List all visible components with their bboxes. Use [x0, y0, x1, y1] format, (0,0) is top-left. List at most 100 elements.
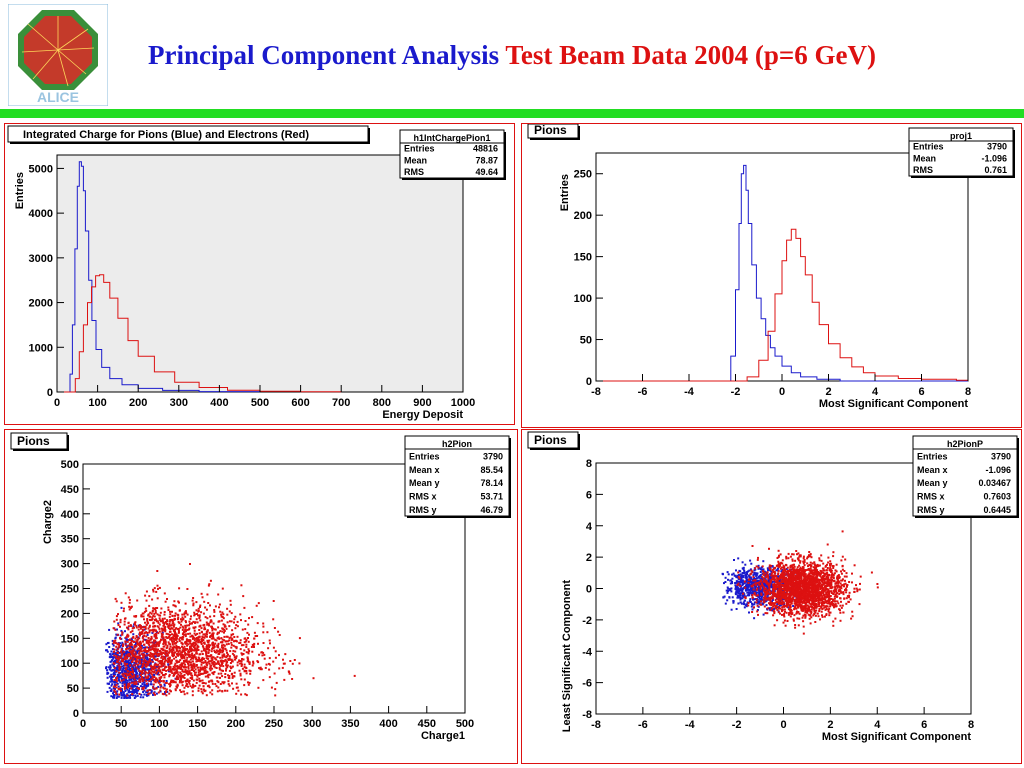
- scatter-point-red: [156, 620, 159, 623]
- scatter-point-red: [148, 692, 151, 695]
- scatter-point-red: [184, 611, 187, 614]
- scatter-point-blue: [125, 675, 128, 678]
- scatter-point-red: [142, 640, 144, 643]
- scatter-point-blue: [737, 557, 740, 560]
- scatter-point-red: [202, 646, 205, 649]
- scatter-point-red: [150, 618, 153, 621]
- scatter-point-red: [192, 626, 195, 629]
- scatter-point-red: [160, 680, 163, 683]
- scatter-point-red: [282, 658, 284, 661]
- scatter-point-red: [208, 631, 211, 634]
- scatter-point-red: [253, 637, 256, 640]
- scatter-point-red: [129, 631, 132, 634]
- scatter-point-red: [165, 669, 168, 672]
- scatter-point-red: [189, 645, 191, 648]
- scatter-point-red: [205, 653, 208, 655]
- scatter-point-blue: [154, 641, 157, 644]
- scatter-point-red: [202, 672, 205, 675]
- scatter-point-red: [744, 586, 747, 589]
- scatter-point-red: [126, 685, 129, 688]
- scatter-point-red: [142, 638, 145, 641]
- scatter-point-red: [215, 662, 218, 665]
- scatter-point-red: [186, 624, 189, 627]
- scatter-point-red: [159, 683, 162, 686]
- scatter-point-red: [160, 656, 163, 659]
- scatter-point-red: [816, 612, 819, 615]
- scatter-point-blue: [120, 606, 123, 609]
- scatter-point-red: [197, 638, 200, 641]
- scatter-point-red: [134, 655, 137, 658]
- scatter-point-red: [153, 688, 156, 691]
- scatter-point-red: [222, 623, 225, 626]
- scatter-point-red: [154, 680, 157, 682]
- scatter-point-red: [173, 600, 176, 603]
- scatter-point-blue: [112, 644, 115, 647]
- scatter-point-blue: [119, 688, 122, 691]
- scatter-point-red: [809, 587, 812, 590]
- scatter-point-red: [191, 637, 194, 640]
- scatter-point-blue: [726, 599, 729, 602]
- scatter-point-red: [773, 595, 776, 598]
- scatter-point-red: [113, 667, 116, 670]
- scatter-point-red: [194, 644, 196, 647]
- scatter-point-red: [170, 637, 173, 640]
- scatter-point-red: [174, 672, 177, 675]
- scatter-point-blue: [106, 642, 109, 644]
- scatter-point-red: [797, 559, 800, 562]
- scatter-point-blue: [150, 690, 153, 693]
- scatter-point-red: [196, 648, 199, 651]
- scatter-point-red: [139, 661, 141, 664]
- scatter-point-red: [186, 678, 189, 681]
- scatter-point-red: [225, 635, 228, 638]
- scatter-point-red: [152, 622, 155, 625]
- stats-key: RMS x: [409, 492, 437, 502]
- scatter-point-red: [228, 655, 231, 658]
- scatter-point-red: [223, 653, 226, 656]
- scatter-point-red: [236, 635, 239, 638]
- scatter-point-red: [213, 610, 216, 613]
- scatter-point-red: [222, 643, 225, 646]
- scatter-point-blue: [111, 653, 114, 656]
- scatter-point-red: [189, 677, 192, 679]
- scatter-point-red: [194, 673, 196, 676]
- scatter-point-red: [789, 612, 792, 615]
- scatter-point-red: [234, 650, 237, 653]
- scatter-point-red: [173, 629, 176, 631]
- scatter-point-blue: [140, 664, 143, 667]
- scatter-point-red: [234, 627, 237, 630]
- scatter-point-blue: [132, 685, 135, 688]
- scatter-point-red: [160, 651, 163, 654]
- scatter-point-blue: [134, 670, 137, 673]
- scatter-point-red: [220, 615, 223, 618]
- x-tick-label: -8: [591, 386, 601, 398]
- scatter-point-red: [353, 674, 356, 677]
- scatter-point-red: [207, 655, 210, 658]
- scatter-point-red: [211, 633, 214, 636]
- scatter-point-red: [167, 651, 170, 654]
- scatter-point-blue: [732, 572, 735, 575]
- scatter-point-blue: [117, 677, 120, 680]
- scatter-point-red: [143, 643, 146, 646]
- scatter-point-red: [124, 668, 127, 671]
- scatter-point-red: [149, 664, 152, 667]
- scatter-point-red: [188, 651, 191, 654]
- scatter-point-red: [153, 615, 156, 618]
- scatter-point-red: [788, 608, 790, 611]
- scatter-point-red: [177, 677, 180, 680]
- scatter-point-blue: [744, 563, 747, 566]
- scatter-point-red: [270, 686, 273, 689]
- scatter-point-red: [201, 653, 204, 655]
- scatter-point-blue: [110, 655, 113, 658]
- scatter-point-red: [193, 611, 196, 614]
- scatter-point-red: [134, 637, 137, 640]
- scatter-point-red: [244, 693, 247, 696]
- scatter-point-red: [174, 614, 176, 617]
- scatter-point-red: [120, 654, 123, 657]
- scatter-point-red: [126, 626, 128, 629]
- scatter-point-red: [125, 672, 128, 675]
- scatter-point-red: [180, 681, 183, 684]
- scatter-point-red: [184, 624, 187, 627]
- scatter-point-red: [235, 640, 238, 643]
- scatter-point-red: [127, 596, 130, 599]
- scatter-point-red: [226, 635, 229, 638]
